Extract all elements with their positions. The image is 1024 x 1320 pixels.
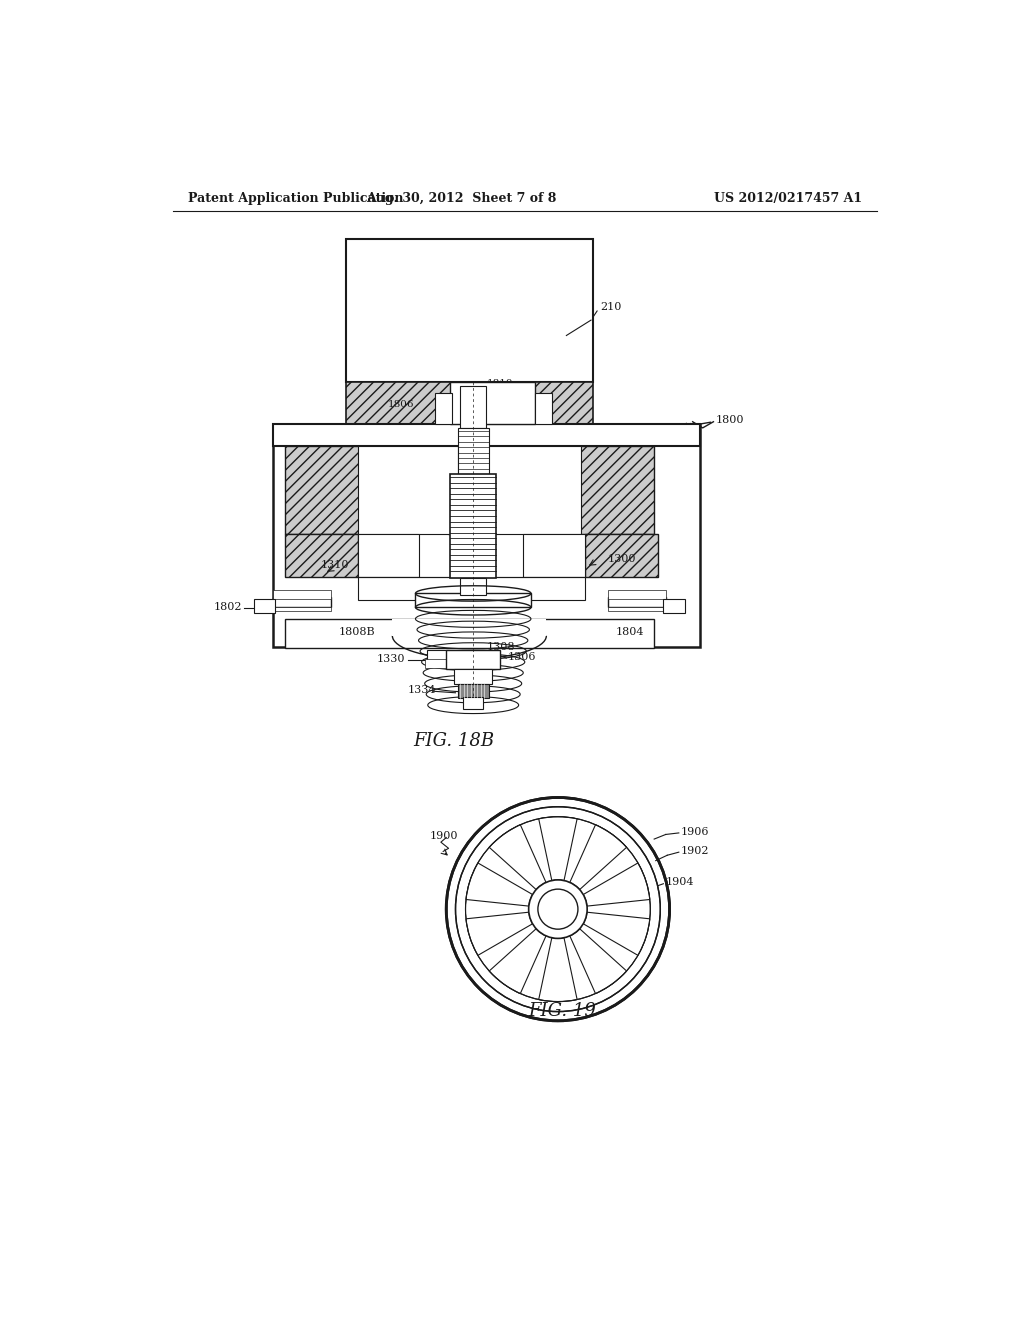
Text: 1330: 1330 bbox=[377, 653, 406, 664]
Text: 1802: 1802 bbox=[214, 602, 243, 611]
Bar bbox=[608, 590, 666, 599]
Bar bbox=[585, 535, 658, 577]
Bar bbox=[273, 424, 700, 647]
Bar bbox=[460, 578, 486, 595]
Bar bbox=[460, 385, 486, 428]
Wedge shape bbox=[489, 929, 546, 994]
Wedge shape bbox=[489, 825, 546, 890]
Text: FIG. 19: FIG. 19 bbox=[527, 1002, 596, 1019]
Bar bbox=[357, 535, 419, 577]
Bar bbox=[285, 619, 654, 648]
Bar bbox=[285, 446, 388, 535]
Circle shape bbox=[528, 880, 587, 939]
Bar bbox=[346, 381, 593, 424]
Circle shape bbox=[446, 797, 670, 1020]
Wedge shape bbox=[569, 825, 627, 890]
Text: FIG. 18B: FIG. 18B bbox=[414, 733, 495, 750]
Bar bbox=[357, 577, 585, 599]
Bar bbox=[458, 684, 488, 698]
Wedge shape bbox=[539, 817, 578, 880]
Bar bbox=[273, 590, 331, 599]
Text: 1804: 1804 bbox=[615, 627, 644, 638]
Text: 1906: 1906 bbox=[681, 828, 710, 837]
Bar bbox=[550, 446, 654, 535]
Bar bbox=[664, 599, 685, 612]
Bar bbox=[451, 474, 497, 578]
Bar bbox=[458, 428, 488, 474]
Wedge shape bbox=[466, 863, 532, 906]
Text: Aug. 30, 2012  Sheet 7 of 8: Aug. 30, 2012 Sheet 7 of 8 bbox=[367, 191, 557, 205]
Bar bbox=[254, 599, 275, 612]
Text: US 2012/0217457 A1: US 2012/0217457 A1 bbox=[714, 191, 862, 205]
Bar bbox=[435, 393, 452, 424]
Text: 1810: 1810 bbox=[486, 379, 513, 388]
Bar bbox=[273, 424, 700, 446]
Circle shape bbox=[466, 817, 650, 1002]
Bar bbox=[416, 594, 531, 607]
Text: 1310: 1310 bbox=[321, 560, 349, 570]
Text: 1800: 1800 bbox=[716, 416, 744, 425]
Text: 1904: 1904 bbox=[666, 878, 694, 887]
Bar bbox=[446, 649, 500, 669]
Text: 1314: 1314 bbox=[381, 520, 410, 529]
Wedge shape bbox=[584, 863, 650, 906]
Bar bbox=[608, 607, 666, 611]
Bar bbox=[523, 535, 585, 577]
Wedge shape bbox=[569, 929, 627, 994]
Wedge shape bbox=[539, 937, 578, 1002]
Text: 1308: 1308 bbox=[486, 643, 515, 652]
Text: 1306: 1306 bbox=[508, 652, 537, 663]
Bar bbox=[427, 649, 449, 665]
Text: 1900: 1900 bbox=[429, 832, 458, 841]
Bar bbox=[285, 535, 357, 577]
Bar bbox=[608, 597, 666, 607]
Text: 1806: 1806 bbox=[388, 400, 415, 409]
Circle shape bbox=[538, 890, 578, 929]
Text: 1808B: 1808B bbox=[339, 627, 375, 638]
Bar bbox=[273, 607, 331, 611]
Text: 210: 210 bbox=[600, 302, 622, 312]
Text: 1902: 1902 bbox=[681, 846, 710, 857]
Text: 1330: 1330 bbox=[499, 396, 525, 405]
Bar bbox=[425, 659, 451, 668]
Circle shape bbox=[456, 807, 660, 1011]
Bar bbox=[451, 381, 535, 424]
Bar bbox=[273, 597, 331, 607]
Bar bbox=[463, 697, 483, 709]
Bar bbox=[346, 239, 593, 381]
Text: 1334: 1334 bbox=[408, 685, 436, 694]
Bar bbox=[454, 669, 493, 684]
Text: 1300: 1300 bbox=[608, 554, 637, 564]
Bar bbox=[481, 446, 581, 535]
Bar bbox=[535, 393, 552, 424]
Text: Patent Application Publication: Patent Application Publication bbox=[188, 191, 403, 205]
Bar bbox=[357, 446, 458, 535]
Bar bbox=[392, 619, 547, 636]
Wedge shape bbox=[584, 912, 650, 956]
Wedge shape bbox=[466, 912, 532, 956]
